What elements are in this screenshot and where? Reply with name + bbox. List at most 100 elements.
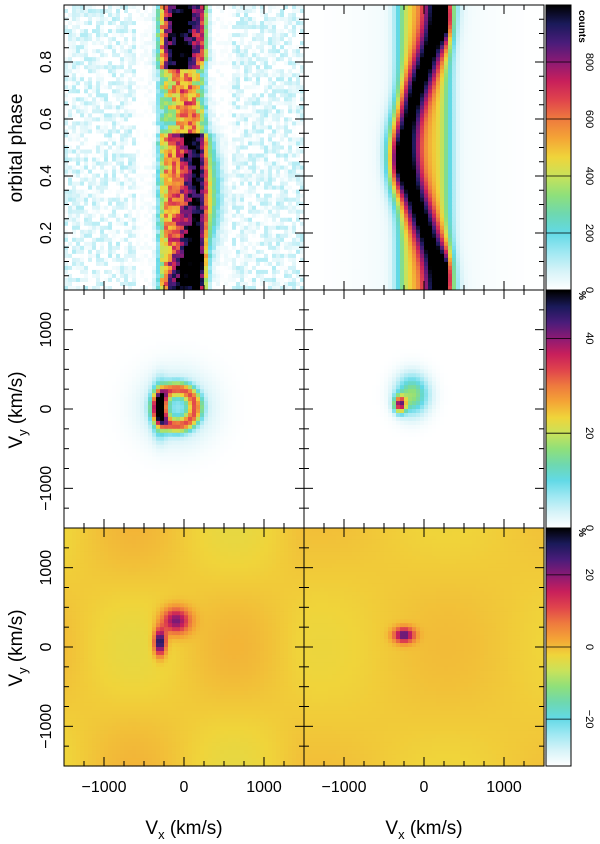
heatmap-cell (76, 157, 81, 163)
heatmap-cell (372, 45, 377, 50)
heatmap-cell (292, 157, 297, 163)
heatmap-cell (272, 217, 277, 223)
heatmap-cell (224, 245, 229, 251)
heatmap-cell (248, 61, 253, 66)
heatmap-cell (148, 245, 153, 251)
heatmap-cell (292, 101, 297, 106)
heatmap-cell (140, 21, 145, 26)
heatmap-cell (132, 113, 137, 118)
heatmap-cell (260, 13, 265, 18)
heatmap-cell (172, 229, 177, 235)
heatmap-cell (152, 189, 157, 195)
heatmap-cell (524, 41, 529, 46)
heatmap-cell (120, 37, 125, 42)
heatmap-cell (92, 225, 97, 231)
heatmap-cell (284, 117, 289, 122)
heatmap-cell (428, 33, 433, 38)
heatmap-cell (208, 129, 213, 135)
heatmap-cell (76, 217, 81, 223)
heatmap-cell (256, 165, 261, 171)
heatmap-cell (368, 37, 373, 42)
heatmap-cell (80, 101, 85, 106)
heatmap-cell (540, 41, 545, 46)
heatmap-cell (236, 105, 241, 110)
heatmap-cell (176, 221, 181, 227)
heatmap-cell (532, 29, 537, 34)
heatmap-cell (208, 145, 213, 151)
heatmap-cell (504, 29, 509, 34)
heatmap-cell (112, 149, 117, 155)
heatmap-cell (188, 5, 193, 10)
heatmap-cell (280, 285, 285, 291)
heatmap-cell (196, 141, 201, 147)
heatmap-cell (152, 149, 157, 155)
heatmap-cell (124, 17, 129, 22)
heatmap-cell (84, 77, 89, 82)
heatmap-cell (180, 225, 185, 231)
heatmap-cell (260, 105, 265, 110)
heatmap-cell (476, 17, 481, 22)
heatmap-cell (112, 17, 117, 22)
heatmap-cell (236, 61, 241, 66)
heatmap-cell (148, 237, 153, 243)
heatmap-cell (84, 61, 89, 66)
heatmap-cell (408, 9, 413, 14)
heatmap-cell (292, 233, 297, 239)
heatmap-cell (272, 189, 277, 195)
heatmap-cell (288, 45, 293, 50)
heatmap-cell (156, 21, 161, 26)
heatmap-cell (104, 41, 109, 46)
heatmap-cell (104, 77, 109, 82)
heatmap-cell (92, 105, 97, 110)
heatmap-cell (312, 13, 317, 18)
heatmap-cell (248, 181, 253, 187)
heatmap-cell (72, 265, 77, 271)
heatmap-cell (100, 205, 105, 211)
heatmap-cell (244, 173, 249, 179)
heatmap-cell (280, 165, 285, 171)
heatmap-cell (528, 45, 533, 50)
heatmap-cell (164, 25, 169, 30)
heatmap-cell (80, 57, 85, 62)
heatmap-cell (536, 13, 541, 18)
heatmap-cell (128, 245, 133, 251)
heatmap-cell (140, 269, 145, 275)
heatmap-cell (184, 213, 189, 219)
heatmap-cell (68, 37, 73, 42)
heatmap-cell (76, 101, 81, 106)
heatmap-cell (184, 237, 189, 243)
heatmap-cell (224, 113, 229, 118)
heatmap-cell (164, 157, 169, 163)
heatmap-cell (268, 57, 273, 62)
heatmap-cell (288, 177, 293, 183)
heatmap-cell (152, 177, 157, 183)
heatmap-cell (248, 149, 253, 155)
heatmap-cell (236, 225, 241, 231)
heatmap-cell (128, 65, 133, 70)
heatmap-cell (148, 73, 153, 78)
heatmap-cell (148, 185, 153, 191)
heatmap-cell (184, 273, 189, 279)
heatmap-cell (164, 221, 169, 227)
heatmap-cell (504, 21, 509, 26)
heatmap-cell (68, 157, 73, 163)
heatmap-cell (284, 153, 289, 159)
heatmap-cell (144, 265, 149, 271)
heatmap-cell (68, 225, 73, 231)
heatmap-cell (500, 5, 505, 10)
heatmap-cell (152, 269, 157, 275)
heatmap-cell (396, 41, 401, 46)
heatmap-cell (260, 193, 265, 199)
heatmap-cell (324, 49, 329, 54)
heatmap-cell (80, 277, 85, 283)
heatmap-cell (248, 125, 253, 131)
heatmap-cell (284, 81, 289, 86)
heatmap-cell (136, 81, 141, 86)
heatmap-cell (476, 25, 481, 30)
heatmap-cell (108, 197, 113, 203)
heatmap-cell (512, 13, 517, 18)
heatmap-cell (216, 109, 221, 114)
heatmap-cell (80, 117, 85, 122)
heatmap-cell (140, 149, 145, 155)
heatmap-cell (196, 109, 201, 114)
